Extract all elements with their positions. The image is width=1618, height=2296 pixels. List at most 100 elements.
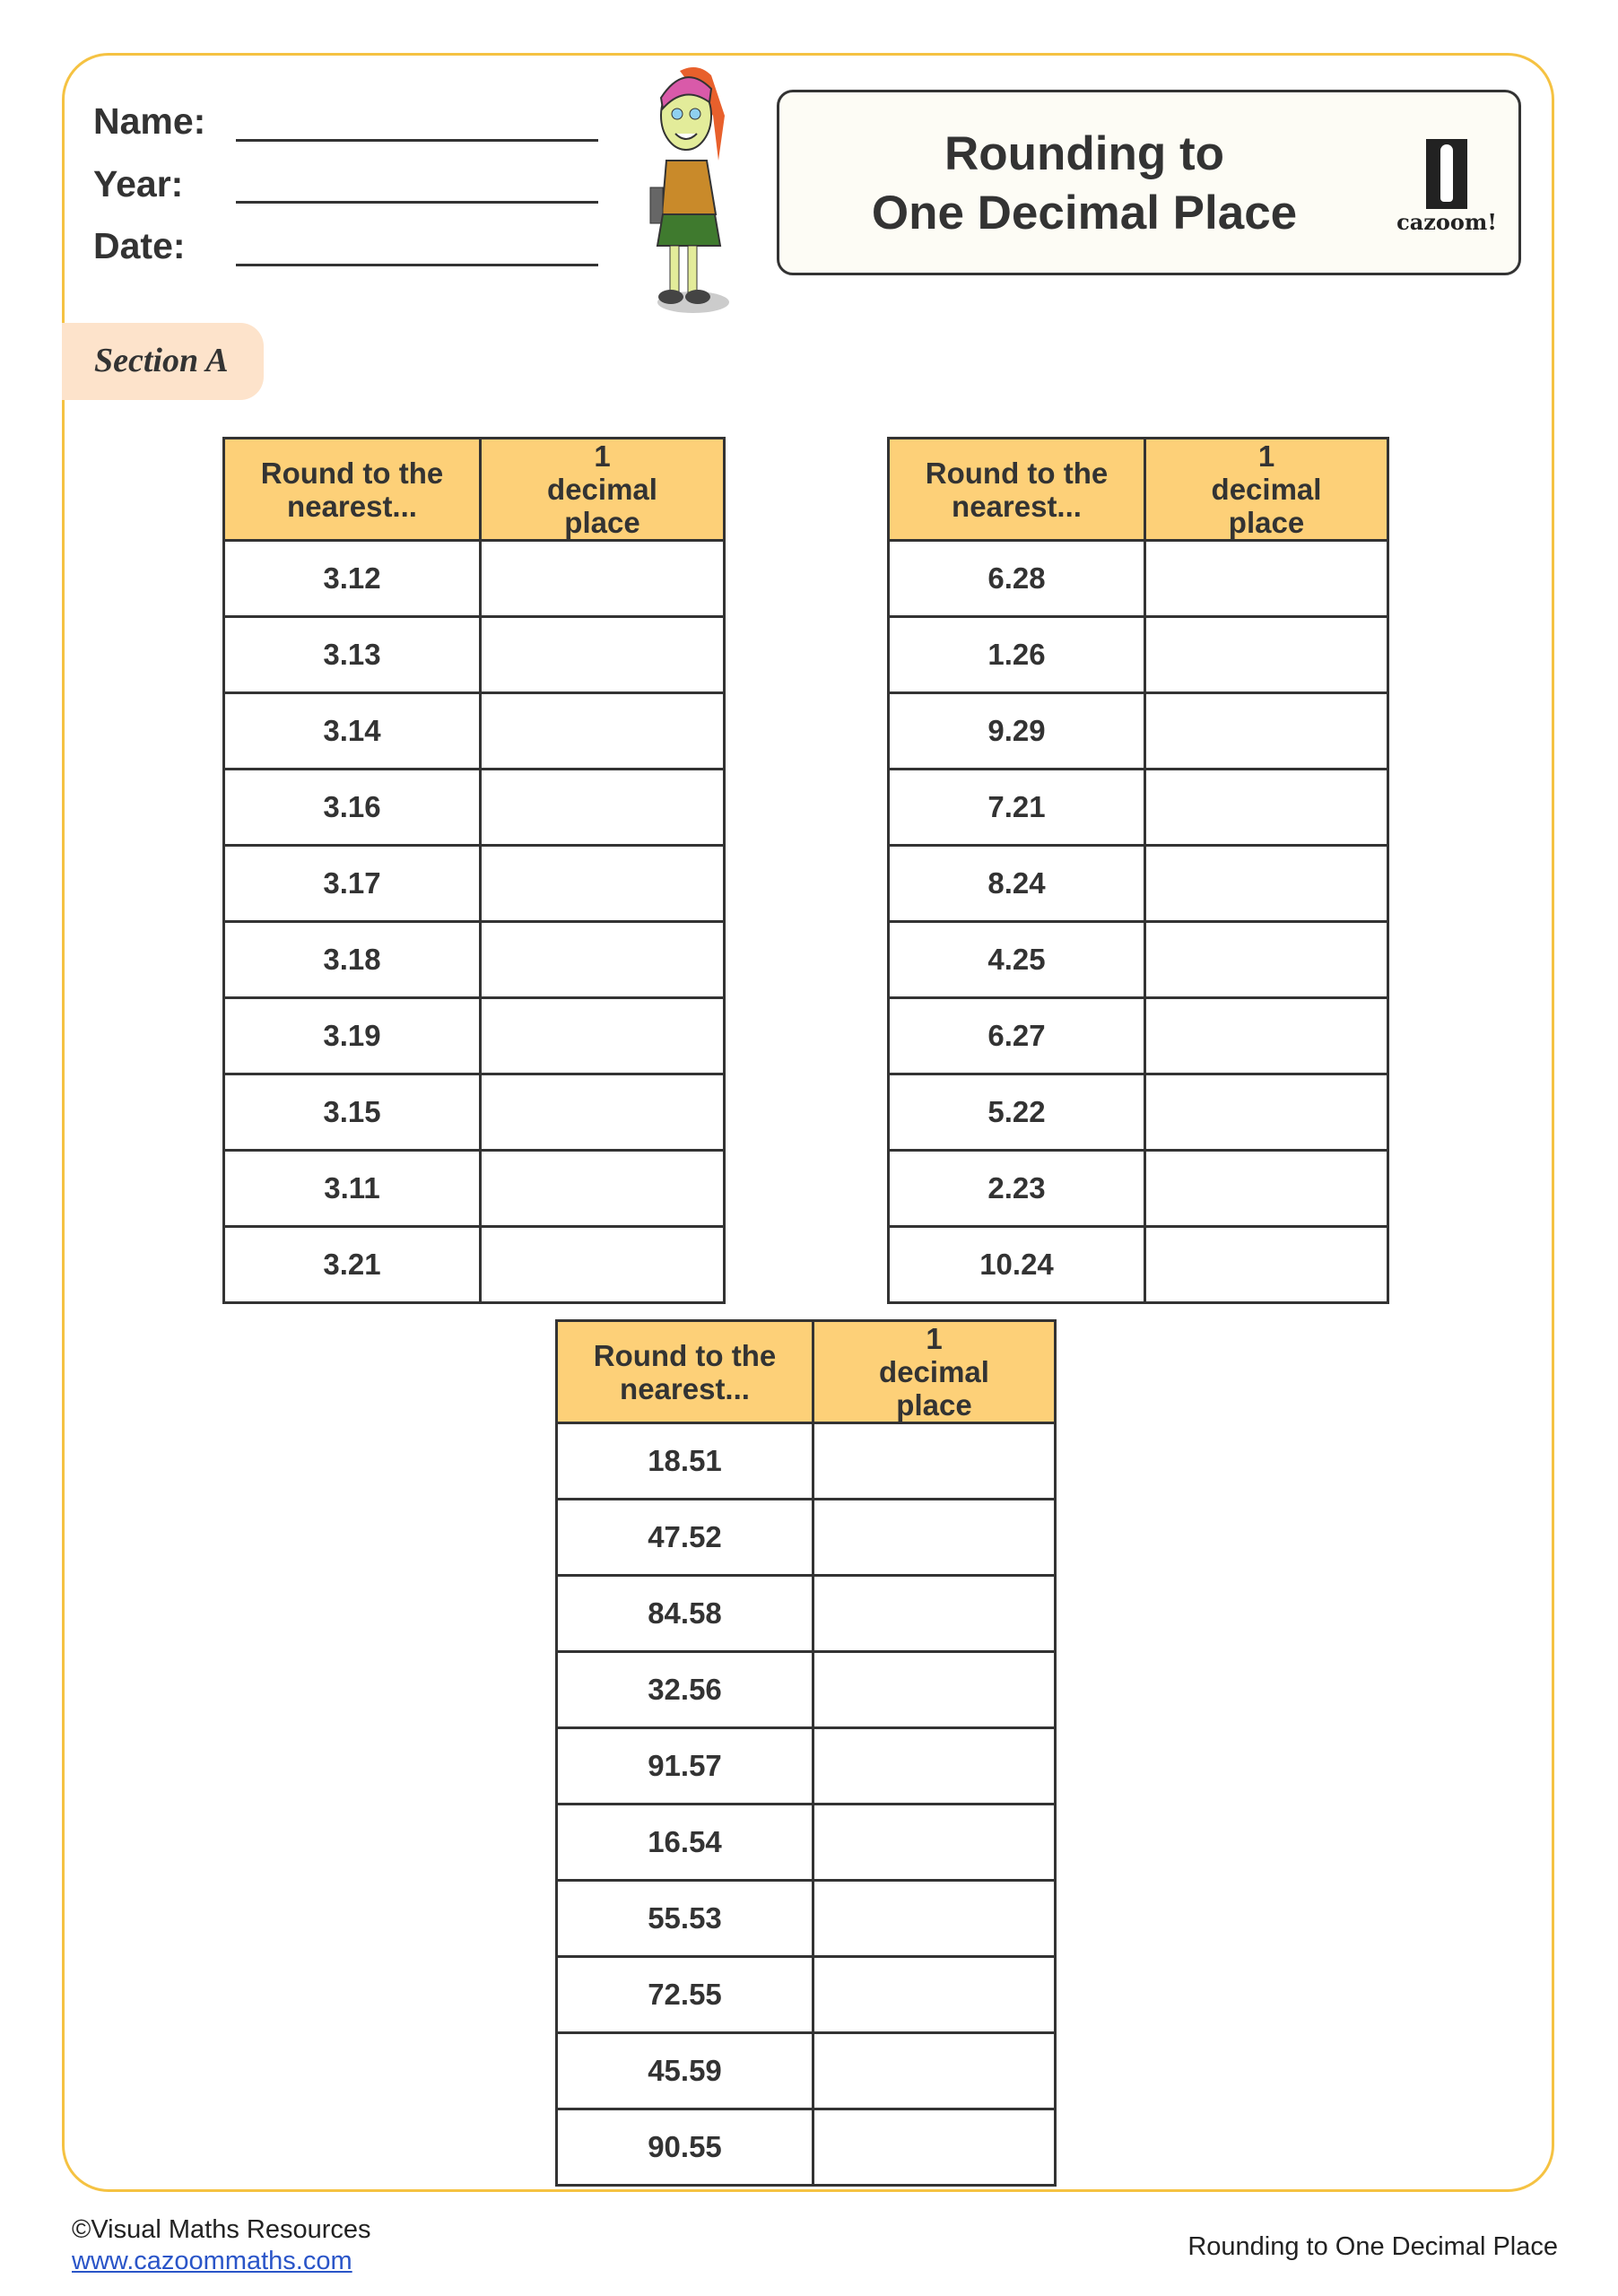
answer-cell[interactable] [479,1149,726,1228]
answer-cell[interactable] [479,691,726,770]
number-cell: 16.54 [555,1803,814,1882]
table-row: 3.11 [222,1149,726,1228]
answer-cell[interactable] [1144,615,1389,694]
answer-cell[interactable] [812,1498,1057,1577]
answer-cell[interactable] [1144,920,1389,999]
table-row: 7.21 [887,768,1389,847]
number-cell: 47.52 [555,1498,814,1577]
answer-cell[interactable] [479,996,726,1075]
table-row: 3.17 [222,844,726,923]
table-row: 3.21 [222,1225,726,1304]
answer-cell[interactable] [1144,1149,1389,1228]
answer-cell[interactable] [479,1073,726,1152]
girl-illustration [649,67,729,313]
year-field[interactable] [236,201,598,204]
rounding-table-2: Round to the nearest... 1 decimal place 6.… [887,437,1389,1304]
answer-cell[interactable] [812,1422,1057,1500]
number-cell: 72.55 [555,1955,814,2034]
number-cell: 6.27 [887,996,1146,1075]
answer-cell[interactable] [1144,1073,1389,1152]
table-row: 47.52 [555,1498,1057,1577]
answer-cell[interactable] [812,1955,1057,2034]
number-cell: 3.19 [222,996,482,1075]
table-row: 18.51 [555,1422,1057,1500]
header-row: Round to the nearest... 1 decimal place [555,1319,1057,1424]
cazoom-logo: cazoom! [1393,139,1501,235]
answer-cell[interactable] [479,768,726,847]
logo-text: cazoom! [1396,209,1497,235]
table-row: 91.57 [555,1726,1057,1805]
logo-icon [1426,139,1467,209]
number-cell: 55.53 [555,1879,814,1958]
date-field[interactable] [236,264,598,266]
number-cell: 84.58 [555,1574,814,1653]
table-row: 3.12 [222,539,726,618]
page-title: Rounding to One Decimal Place [815,125,1353,243]
year-label: Year: [93,163,184,204]
number-cell: 91.57 [555,1726,814,1805]
number-cell: 5.22 [887,1073,1146,1152]
section-tab: Section A [62,323,264,400]
answer-cell[interactable] [1144,1225,1389,1304]
name-field[interactable] [236,139,598,142]
table-row: 55.53 [555,1879,1057,1958]
answer-cell[interactable] [479,844,726,923]
answer-cell[interactable] [812,1574,1057,1653]
answer-cell[interactable] [1144,539,1389,618]
column-header: Round to the nearest... [222,437,482,542]
number-cell: 7.21 [887,768,1146,847]
number-cell: 3.16 [222,768,482,847]
answer-cell[interactable] [479,539,726,618]
table-row: 84.58 [555,1574,1057,1653]
rounding-table-1: Round to the nearest... 1 decimal place 3.… [222,437,726,1304]
table-row: 4.25 [887,920,1389,999]
answer-cell[interactable] [1144,996,1389,1075]
number-cell: 2.23 [887,1149,1146,1228]
table-row: 3.14 [222,691,726,770]
date-label: Date: [93,225,186,266]
table-row: 32.56 [555,1650,1057,1729]
table-row: 1.26 [887,615,1389,694]
number-cell: 1.26 [887,615,1146,694]
number-cell: 3.11 [222,1149,482,1228]
answer-cell[interactable] [479,1225,726,1304]
rounding-table-3: Round to the nearest... 1 decimal place 18… [555,1319,1057,2187]
copyright: ©Visual Maths Resources [72,2215,371,2244]
column-header: Round to the nearest... [555,1319,814,1424]
answer-cell[interactable] [812,1879,1057,1958]
column-header: 1 decimal place [812,1319,1057,1424]
table-row: 5.22 [887,1073,1389,1152]
number-cell: 18.51 [555,1422,814,1500]
table-row: 16.54 [555,1803,1057,1882]
number-cell: 3.21 [222,1225,482,1304]
number-cell: 9.29 [887,691,1146,770]
answer-cell[interactable] [812,1803,1057,1882]
table-row: 10.24 [887,1225,1389,1304]
answer-cell[interactable] [479,920,726,999]
answer-cell[interactable] [812,1726,1057,1805]
number-cell: 3.18 [222,920,482,999]
table-row: 3.16 [222,768,726,847]
answer-cell[interactable] [1144,844,1389,923]
title-line-2: One Decimal Place [871,187,1298,239]
answer-cell[interactable] [1144,691,1389,770]
answer-cell[interactable] [812,1650,1057,1729]
answer-cell[interactable] [1144,768,1389,847]
answer-cell[interactable] [812,2031,1057,2110]
number-cell: 3.13 [222,615,482,694]
answer-cell[interactable] [479,615,726,694]
answer-cell[interactable] [812,2108,1057,2187]
column-header: 1 decimal place [1144,437,1389,542]
number-cell: 90.55 [555,2108,814,2187]
table-row: 90.55 [555,2108,1057,2187]
number-cell: 45.59 [555,2031,814,2110]
table-row: 6.27 [887,996,1389,1075]
number-cell: 3.17 [222,844,482,923]
number-cell: 3.15 [222,1073,482,1152]
website-link[interactable]: www.cazoommaths.com [72,2247,352,2275]
table-row: 2.23 [887,1149,1389,1228]
column-header: Round to the nearest... [887,437,1146,542]
table-row: 9.29 [887,691,1389,770]
footer-title: Rounding to One Decimal Place [1187,2232,1558,2261]
table-row: 3.19 [222,996,726,1075]
